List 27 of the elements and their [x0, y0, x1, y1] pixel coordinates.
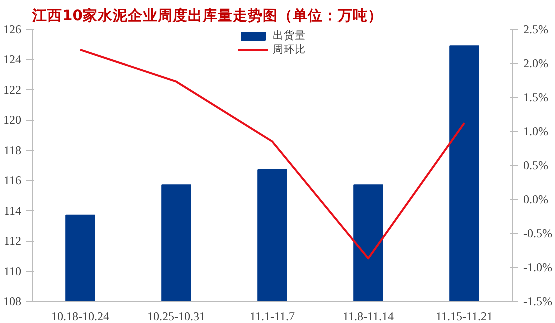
y-tick-label: 112 — [4, 234, 22, 248]
y2-tick-label: 1.5% — [524, 90, 548, 104]
y2-tick-label: 2.0% — [524, 56, 548, 70]
legend-label: 出货量 — [273, 29, 306, 43]
y2-tick-label: -1.0% — [524, 260, 552, 274]
x-tick-label: 10.25-10.31 — [148, 310, 206, 323]
y-tick-label: 110 — [4, 264, 22, 278]
y-tick-label: 124 — [4, 52, 22, 67]
x-tick-label: 11.8-11.14 — [342, 310, 394, 323]
y2-tick-label: -1.5% — [524, 294, 552, 308]
y2-tick-label: 1.0% — [524, 124, 548, 138]
y2-tick-label: 2.5% — [524, 22, 548, 36]
x-tick-label: 11.15-11.21 — [436, 310, 494, 323]
y-tick-label: 122 — [4, 82, 22, 97]
x-tick-label: 11.1-11.7 — [250, 310, 296, 323]
y-tick-label: 126 — [4, 22, 22, 36]
y2-tick-label: -0.5% — [524, 226, 552, 240]
y2-tick-label: 0.5% — [524, 158, 548, 172]
y-tick-label: 118 — [4, 143, 22, 158]
legend-label: 周环比 — [273, 43, 306, 57]
x-tick-label: 10.18-10.24 — [52, 310, 110, 323]
y2-tick-label: 0.0% — [524, 192, 548, 206]
y-tick-label: 108 — [4, 294, 22, 308]
y-tick-label: 114 — [4, 204, 22, 218]
chart-title: 江西10家水泥企业周度出库量走势图（单位：万吨） — [32, 6, 383, 24]
y-tick-label: 116 — [4, 174, 22, 188]
y-tick-label: 120 — [4, 113, 22, 128]
